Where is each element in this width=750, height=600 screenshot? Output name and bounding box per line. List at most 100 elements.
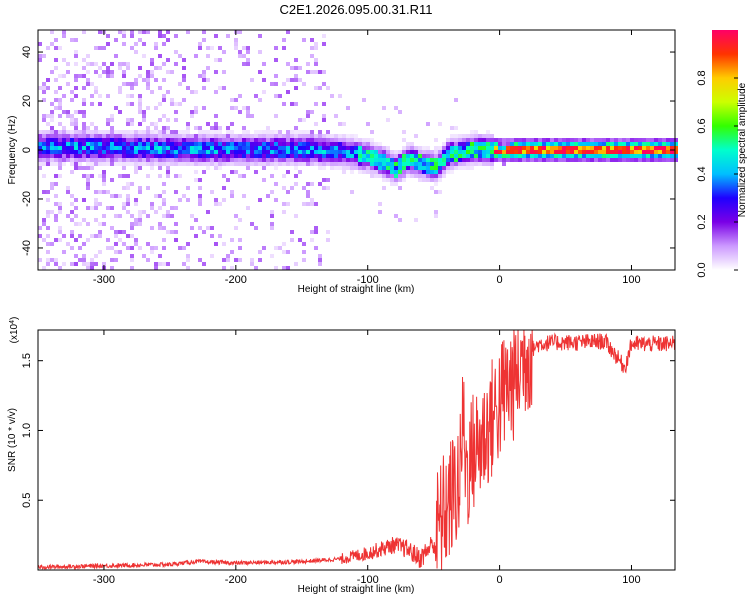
spectrogram-cell [486,150,490,154]
spectrogram-cell [270,210,274,214]
spectrogram-cell [198,146,202,150]
spectrogram-cell [74,238,78,242]
spectrogram-cell [110,206,114,210]
spectrogram-cell [138,150,142,154]
spectrogram-cell [166,210,170,214]
spectrogram-cell [458,154,462,158]
spectrogram-cell [150,62,154,66]
spectrogram-cell [86,130,90,134]
spectrogram-cell [86,162,90,166]
spectrogram-cell [162,158,166,162]
spectrogram-cell [118,154,122,158]
spectrogram-cell [46,242,50,246]
spectrogram-cell [234,98,238,102]
spectrogram-cell [282,46,286,50]
spectrogram-cell [122,242,126,246]
spectrogram-cell [170,158,174,162]
spectrogram-cell [186,254,190,258]
spectrogram-cell [442,174,446,178]
spectrogram-cell [42,130,46,134]
spectrogram-cell [66,114,70,118]
spectrogram-cell [94,138,98,142]
spectrogram-cell [474,142,478,146]
spectrogram-cell [482,158,486,162]
spectrogram-cell [126,150,130,154]
spectrogram-cell [262,166,266,170]
spectrogram-cell [174,142,178,146]
spectrogram-cell [222,186,226,190]
spectrogram-cell [90,146,94,150]
spectrogram-cell [182,134,186,138]
spectrogram-cell [198,198,202,202]
spectrogram-cell [70,158,74,162]
spectrogram-cell [94,142,98,146]
spectrogram-cell [38,234,42,238]
spectrogram-cell [54,182,58,186]
spectrogram-cell [222,142,226,146]
spectrogram-cell [142,110,146,114]
spectrogram-cell [494,150,498,154]
spectrogram-cell [474,154,478,158]
spectrogram-cell [282,82,286,86]
spectrogram-cell [102,170,106,174]
spectrogram-cell [374,158,378,162]
spectrogram-cell [94,134,98,138]
spectrogram-cell [322,178,326,182]
spectrogram-cell [246,62,250,66]
spectrogram-cell [206,142,210,146]
spectrogram-cell [274,82,278,86]
spectrogram-cell [254,226,258,230]
spectrogram-cell [262,158,266,162]
spectrogram-cell [390,154,394,158]
spectrogram-cell [174,154,178,158]
spectrogram-cell [410,166,414,170]
spectrogram-cell [434,214,438,218]
spectrogram-cell [150,74,154,78]
spectrogram-cell [438,190,442,194]
spectrogram-cell [38,258,42,262]
spectrogram-cell [278,154,282,158]
spectrogram-cell [86,174,90,178]
spectrogram-cell [178,138,182,142]
spectrogram-cell [466,142,470,146]
spectrogram-cell [282,142,286,146]
spectrogram-cell [394,214,398,218]
spectrogram-cell [154,46,158,50]
spectrogram-cell [142,150,146,154]
spectrogram-cell [190,146,194,150]
spectrogram-cell [134,138,138,142]
spectrogram-cell [166,138,170,142]
spectrogram-cell [74,130,78,134]
spectrogram-cell [166,30,170,34]
spectrogram-cell [170,70,174,74]
spectrogram-cell [138,66,142,70]
spectrogram-cell [326,134,330,138]
spectrogram-cell [374,170,378,174]
spectrogram-cell [274,150,278,154]
spectrogram-cell [530,154,534,158]
spectrogram-cell [342,158,346,162]
spectrogram-cell [358,162,362,166]
spectrogram-cell [274,158,278,162]
spectrogram-cell [178,146,182,150]
spectrogram-cell [150,226,154,230]
spectrogram-cell [306,162,310,166]
spectrogram-cell [666,150,670,154]
spectrogram-cell [534,154,538,158]
spectrogram-cell [342,146,346,150]
spectrogram-cell [266,126,270,130]
spectrogram-cell [66,214,70,218]
spectrogram-cell [250,138,254,142]
spectrogram-cell [218,146,222,150]
spectrogram-cell [310,158,314,162]
spectrogram-cell [66,154,70,158]
spectrogram-cell [142,114,146,118]
spectrogram-cell [190,226,194,230]
spectrogram-cell [282,146,286,150]
spectrogram-cell [206,210,210,214]
spectrogram-cell [334,138,338,142]
spectrogram-cell [250,158,254,162]
spectrogram-cell [618,146,622,150]
spectrogram-cell [46,190,50,194]
spectrogram-cell [674,142,678,146]
